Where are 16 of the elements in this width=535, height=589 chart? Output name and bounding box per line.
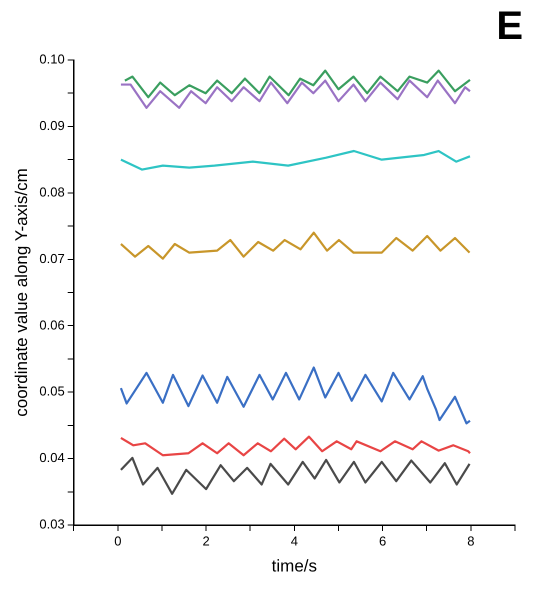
y-tick-label: 0.03 bbox=[39, 516, 65, 532]
x-tick-label: 6 bbox=[378, 533, 386, 548]
text: E bbox=[496, 4, 523, 48]
y-tick-label: 0.08 bbox=[39, 184, 65, 200]
y-tick-label: 0.06 bbox=[39, 317, 65, 332]
y-tick-label: 0.05 bbox=[39, 384, 65, 399]
x-tick-label: 4 bbox=[290, 533, 298, 548]
y-tick-label: 0.07 bbox=[39, 250, 65, 266]
x-tick-label: 2 bbox=[202, 533, 210, 548]
y-tick-label: 0.09 bbox=[39, 118, 65, 134]
y-axis-title: coordinate value along Y-axis/cm bbox=[12, 168, 31, 417]
y-tick-label: 0.04 bbox=[39, 450, 65, 466]
x-tick-label: 8 bbox=[467, 533, 474, 548]
x-axis-title: time/s bbox=[272, 556, 318, 576]
y-tick-label: 0.10 bbox=[39, 52, 65, 67]
x-tick-label: 0 bbox=[114, 533, 122, 548]
